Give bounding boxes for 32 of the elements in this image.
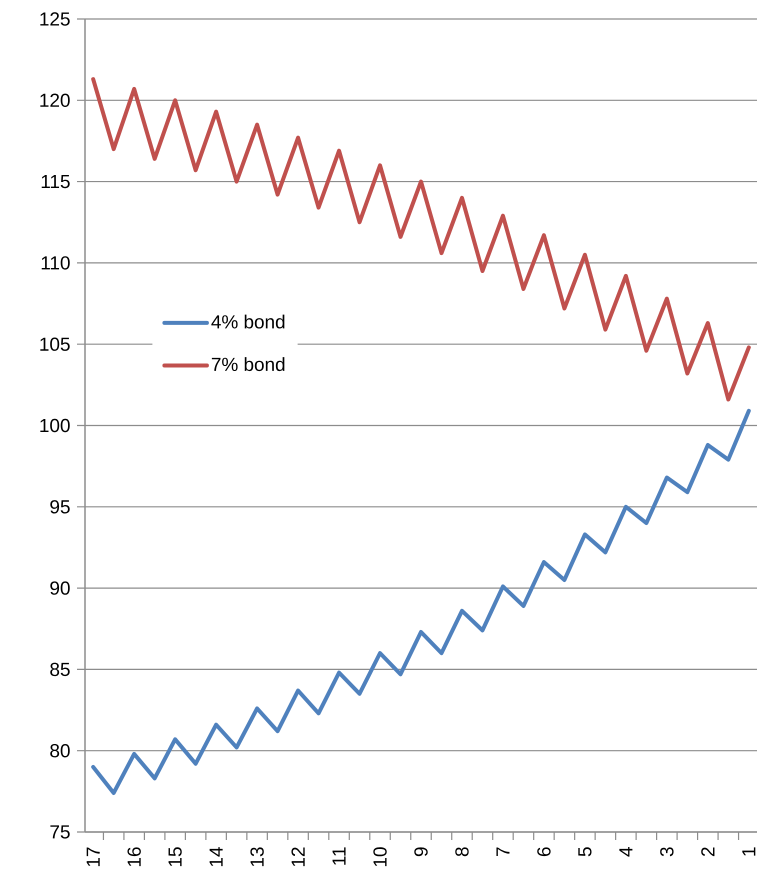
- x-tick-label: 8: [455, 847, 469, 856]
- x-tick-label: 2: [701, 847, 714, 856]
- x-tick-label: 16: [127, 847, 141, 866]
- x-tick-label: 13: [250, 847, 264, 866]
- x-tick-label: 9: [414, 847, 428, 856]
- x-tick-label: 5: [578, 847, 592, 856]
- y-tick-label: 95: [50, 500, 70, 514]
- y-tick-label: 125: [40, 12, 70, 26]
- y-tick-label: 110: [42, 256, 70, 270]
- x-tick-label: 3: [660, 847, 674, 856]
- x-tick-label: 15: [168, 847, 182, 866]
- x-tick-label: 17: [86, 847, 100, 866]
- x-tick-label: 11: [332, 847, 346, 865]
- y-tick-label: 85: [50, 662, 70, 676]
- y-tick-label: 105: [40, 337, 70, 351]
- x-tick-label: 10: [373, 847, 387, 866]
- legend-label: 4% bond: [211, 314, 284, 329]
- y-tick-label: 80: [50, 744, 70, 758]
- y-tick-label: 90: [50, 581, 70, 595]
- y-tick-label: 75: [50, 825, 70, 839]
- x-tick-label: 12: [291, 847, 305, 866]
- x-tick-label: 4: [619, 847, 632, 857]
- x-tick-label: 7: [496, 847, 510, 856]
- y-tick-label: 115: [42, 174, 70, 188]
- x-tick-label: 1: [742, 847, 756, 856]
- x-tick-label: 6: [537, 847, 551, 856]
- x-tick-label: 14: [210, 847, 223, 866]
- legend-label: 7% bond: [212, 357, 284, 372]
- line-series: [91, 77, 751, 402]
- y-tick-label: 100: [40, 418, 70, 432]
- y-tick-label: 120: [40, 94, 70, 107]
- line-series: [91, 408, 751, 795]
